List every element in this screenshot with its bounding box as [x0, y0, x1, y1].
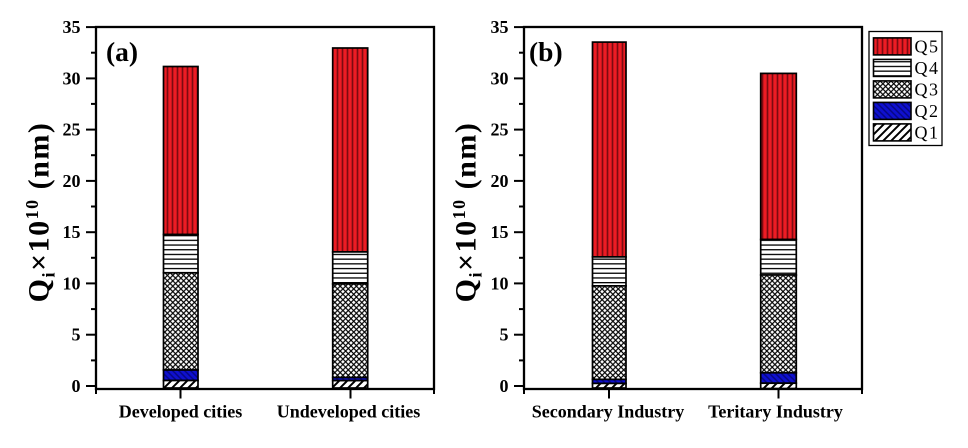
svg-text:10: 10: [63, 273, 81, 293]
svg-text:Q4: Q4: [915, 58, 940, 78]
svg-text:15: 15: [491, 222, 509, 242]
svg-text:Q2: Q2: [915, 101, 940, 121]
svg-text:30: 30: [491, 68, 509, 88]
svg-text:5: 5: [500, 325, 509, 345]
svg-text:10: 10: [491, 273, 509, 293]
svg-text:0: 0: [72, 376, 81, 396]
svg-text:20: 20: [491, 171, 509, 191]
svg-text:25: 25: [491, 120, 509, 140]
svg-text:Q3: Q3: [915, 80, 940, 100]
svg-text:0: 0: [500, 376, 509, 396]
svg-text:20: 20: [63, 171, 81, 191]
svg-text:35: 35: [491, 17, 509, 37]
svg-text:Qi×1010 (nm): Qi×1010 (nm): [22, 122, 59, 303]
svg-text:Teritary Industry: Teritary Industry: [708, 402, 843, 422]
svg-text:(b): (b): [529, 36, 563, 67]
svg-text:Q5: Q5: [915, 37, 940, 57]
svg-text:35: 35: [63, 17, 81, 37]
svg-text:5: 5: [72, 325, 81, 345]
svg-text:25: 25: [63, 120, 81, 140]
svg-text:30: 30: [63, 68, 81, 88]
svg-text:Q1: Q1: [915, 123, 940, 143]
svg-text:Qi×1010 (nm): Qi×1010 (nm): [449, 122, 486, 303]
svg-text:Undeveloped cities: Undeveloped cities: [277, 402, 421, 422]
svg-text:15: 15: [63, 222, 81, 242]
svg-text:(a): (a): [106, 36, 138, 67]
svg-text:Developed cities: Developed cities: [119, 402, 242, 422]
svg-text:Secondary Industry: Secondary Industry: [532, 402, 685, 422]
